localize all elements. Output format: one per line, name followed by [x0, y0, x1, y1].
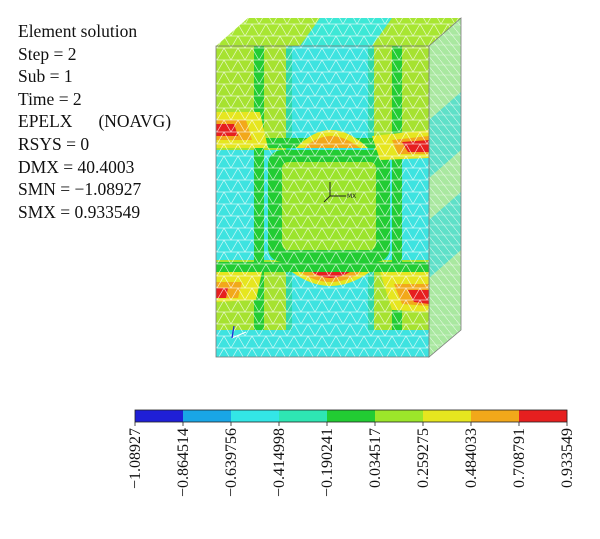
contour-model-view: MX	[215, 17, 462, 358]
info-step: Step = 2	[18, 43, 77, 64]
model-front-outline	[215, 45, 430, 358]
legend-tick-label-8: 0.484033	[463, 428, 480, 488]
legend-tick-label-5: −0.190241	[319, 428, 336, 497]
model-side-face	[428, 17, 462, 358]
info-smn: SMN = −1.08927	[18, 179, 142, 200]
legend-bin-3	[231, 410, 280, 422]
legend-tick-label-4: −0.414998	[271, 428, 288, 497]
legend-tick-label-7: 0.259275	[415, 428, 432, 488]
triad-label: MX	[347, 193, 356, 200]
legend-bar-outline	[134, 409, 568, 423]
info-quantity: EPELX	[18, 111, 73, 132]
global-triad-icon	[231, 325, 247, 339]
legend-bin-8	[471, 410, 520, 422]
legend-bin-4	[279, 410, 328, 422]
legend-bin-7	[423, 410, 472, 422]
legend-tick-label-6: 0.034517	[367, 428, 384, 488]
model-front-face	[216, 46, 429, 357]
info-time: Time = 2	[18, 88, 82, 109]
legend-bin-1	[135, 410, 184, 422]
model-top-face	[216, 18, 461, 46]
solution-info-panel: Element solution Step = 2 Sub = 1 Time =…	[18, 20, 171, 223]
info-title: Element solution	[18, 21, 138, 41]
info-smx: SMX = 0.933549	[18, 201, 141, 222]
legend-tick-label-9: 0.708791	[511, 428, 528, 488]
legend-tick-label-2: −0.864514	[175, 428, 192, 497]
legend-tick-label-10: 0.933549	[559, 428, 576, 488]
legend-bin-5	[327, 410, 376, 422]
info-dmx: DMX = 40.4003	[18, 156, 135, 177]
legend-bin-9	[519, 410, 568, 422]
info-quantity-option: (NOAVG)	[98, 111, 172, 132]
legend-bin-6	[375, 410, 424, 422]
center-triad-icon: MX	[323, 182, 356, 203]
legend-color-bar	[134, 409, 568, 423]
info-sub: Sub = 1	[18, 66, 73, 87]
info-rsys: RSYS = 0	[18, 133, 90, 154]
info-quantity-row: EPELX (NOAVG)	[18, 110, 171, 133]
legend-bin-2	[183, 410, 232, 422]
legend-tick-labels: −1.08927 −0.864514 −0.639756 −0.414998 −0.19…	[127, 422, 576, 497]
legend-tick-label-3: −0.639756	[223, 428, 240, 497]
legend-tick-label-1: −1.08927	[127, 428, 144, 489]
